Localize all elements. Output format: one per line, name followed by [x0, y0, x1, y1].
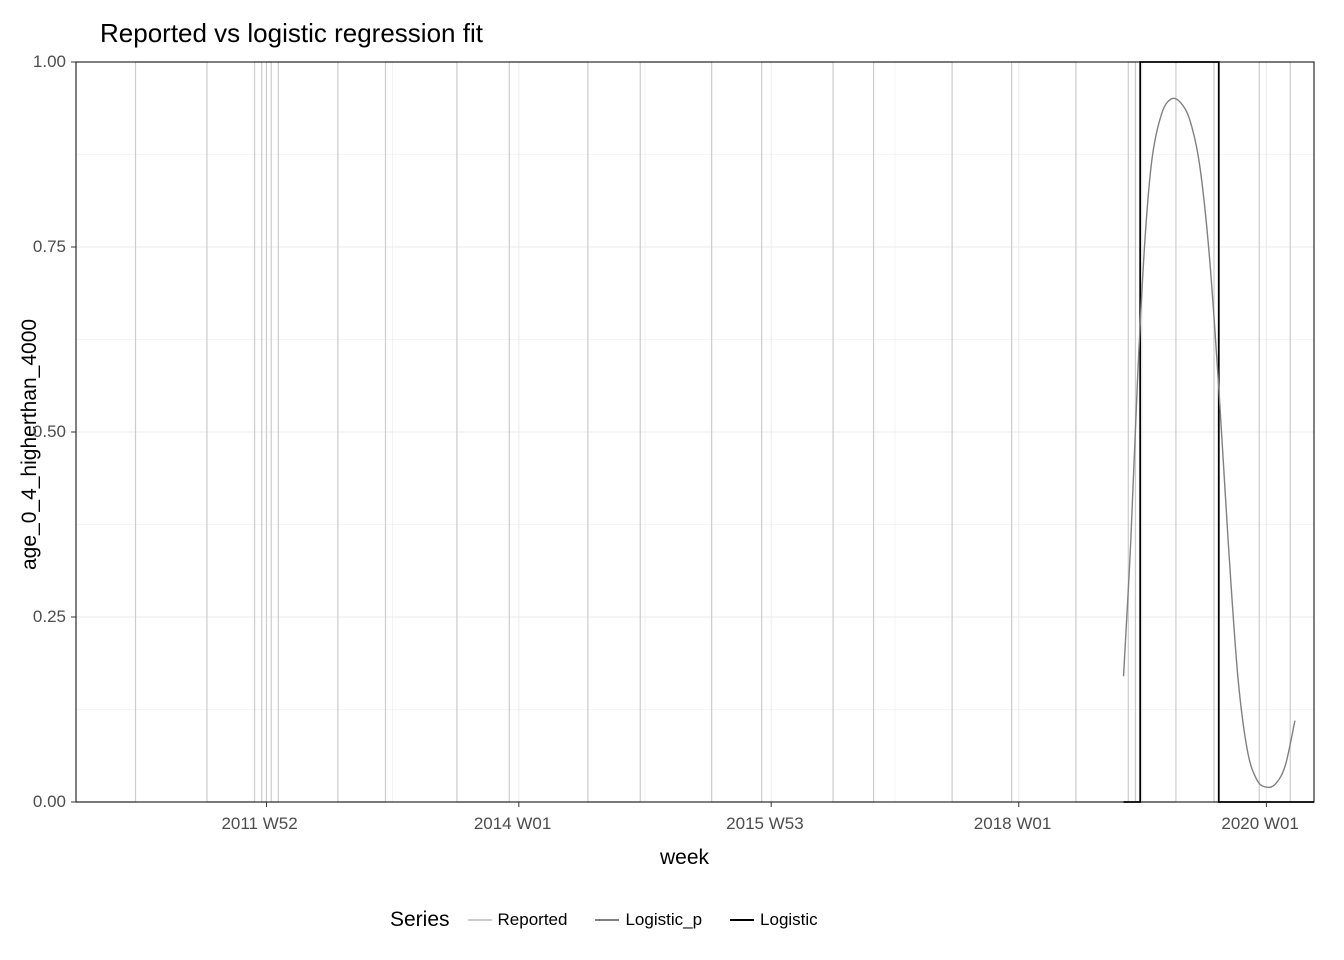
legend-label: Logistic [760, 910, 818, 930]
legend: Series Reported Logistic_p Logistic [390, 908, 818, 932]
x-tick-label: 2018 W01 [974, 814, 1052, 834]
y-tick-label: 1.00 [33, 52, 66, 72]
legend-item: Logistic_p [595, 910, 702, 930]
legend-title: Series [390, 908, 450, 932]
legend-label: Logistic_p [625, 910, 702, 930]
legend-item: Reported [468, 910, 568, 930]
legend-swatch [730, 919, 754, 921]
x-tick-label: 2014 W01 [474, 814, 552, 834]
legend-items: Reported Logistic_p Logistic [468, 910, 818, 930]
legend-item: Logistic [730, 910, 818, 930]
legend-swatch [595, 919, 619, 920]
x-tick-label: 2015 W53 [726, 814, 804, 834]
x-tick-label: 2020 W01 [1221, 814, 1299, 834]
legend-swatch [468, 919, 492, 920]
plot-svg [0, 0, 1344, 960]
legend-label: Reported [498, 910, 568, 930]
y-tick-label: 0.25 [33, 607, 66, 627]
y-tick-label: 0.00 [33, 792, 66, 812]
y-tick-label: 0.75 [33, 237, 66, 257]
x-tick-label: 2011 W52 [221, 814, 297, 834]
y-tick-label: 0.50 [33, 422, 66, 442]
chart-container: Reported vs logistic regression fit age_… [0, 0, 1344, 960]
